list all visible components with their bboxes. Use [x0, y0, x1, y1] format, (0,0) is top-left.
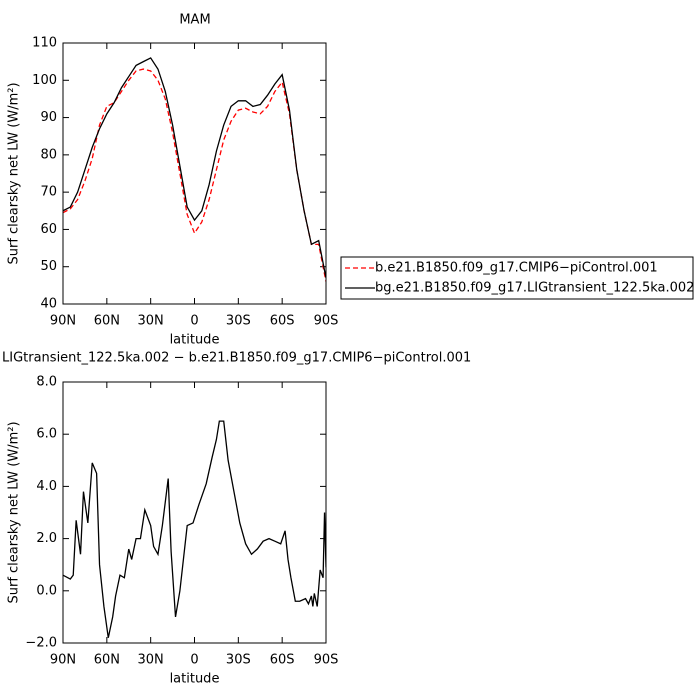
series-line	[63, 420, 326, 638]
x-tick-label: 90S	[314, 653, 339, 668]
x-tick-label: 30S	[226, 653, 251, 668]
x-tick-label: 30S	[226, 314, 251, 329]
x-tick-label: 0	[190, 314, 198, 329]
plot-frame	[62, 42, 327, 305]
x-tick-label: 60N	[94, 653, 120, 668]
chart-title: MAM	[179, 13, 210, 28]
x-tick-label: 90N	[50, 653, 76, 668]
y-tick-label: 50	[40, 259, 57, 274]
legend-label: bg.e21.B1850.f09_g17.LIGtransient_122.5k…	[375, 281, 694, 296]
y-tick-label: 8.0	[36, 375, 57, 390]
y-tick-label: 4.0	[36, 479, 57, 494]
y-tick-label: −2.0	[25, 636, 57, 651]
x-tick-label: 30N	[138, 653, 164, 668]
y-tick-label: 90	[40, 110, 57, 125]
legend-box	[340, 256, 694, 300]
series-line	[63, 68, 326, 282]
y-tick-label: 100	[32, 73, 57, 88]
x-tick-label: 90N	[50, 314, 76, 329]
series-line	[63, 57, 326, 279]
y-tick-label: 110	[32, 36, 57, 51]
y-axis-label: Surf clearsky net LW (W/m²)	[7, 421, 22, 603]
x-tick-label: 30N	[138, 314, 164, 329]
x-axis-label: latitude	[170, 333, 220, 348]
x-tick-label: 60S	[270, 314, 295, 329]
x-tick-label: 90S	[314, 314, 339, 329]
y-tick-label: 80	[40, 147, 57, 162]
x-axis-label: latitude	[170, 672, 220, 687]
y-tick-label: 60	[40, 222, 57, 237]
y-tick-label: 6.0	[36, 427, 57, 442]
y-tick-label: 2.0	[36, 531, 57, 546]
y-tick-label: 0.0	[36, 583, 57, 598]
x-tick-label: 0	[190, 653, 198, 668]
y-tick-label: 40	[40, 297, 57, 312]
x-tick-label: 60N	[94, 314, 120, 329]
y-axis-label: Surf clearsky net LW (W/m²)	[7, 82, 22, 264]
chart-title: LIGtransient_122.5ka.002 − b.e21.B1850.f…	[2, 351, 471, 366]
legend-label: b.e21.B1850.f09_g17.CMIP6−piControl.001	[375, 261, 658, 276]
x-tick-label: 60S	[270, 653, 295, 668]
plot-frame	[62, 381, 327, 644]
y-tick-label: 70	[40, 185, 57, 200]
